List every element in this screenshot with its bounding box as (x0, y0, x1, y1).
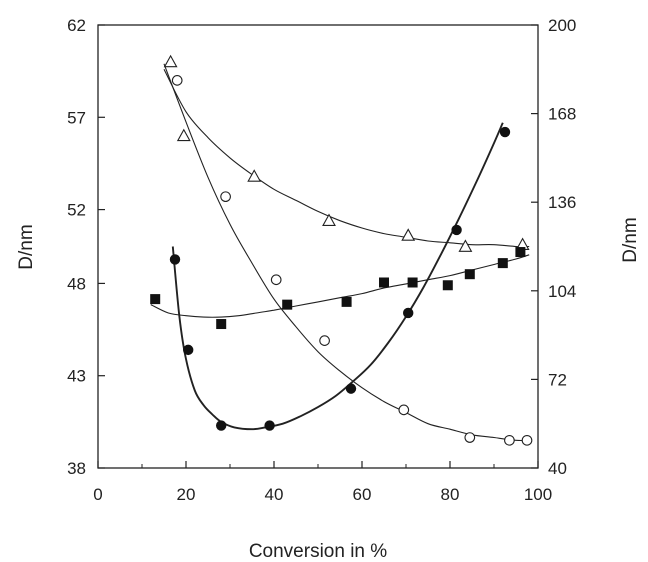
y-left-tick-label: 43 (67, 367, 86, 386)
filled-square-point (497, 258, 508, 269)
open-circle-point (504, 434, 515, 446)
y-right-tick-label: 104 (548, 282, 576, 301)
y-left-tick-label: 57 (67, 108, 86, 127)
open-triangle-fit-curve (163, 69, 530, 248)
filled-circle-point (403, 307, 414, 319)
fit-curves (150, 63, 530, 442)
filled-square-fit-curve (150, 254, 530, 318)
x-tick-label: 60 (353, 485, 372, 504)
y-right-tick-label: 72 (548, 370, 567, 389)
x-tick-label: 0 (93, 485, 102, 504)
open-triangle-point (322, 213, 336, 227)
x-tick-label: 20 (177, 485, 196, 504)
open-circle-point (319, 335, 330, 346)
open-circle-point (270, 274, 282, 286)
y-left-tick-label: 62 (67, 16, 86, 35)
filled-square-point (464, 269, 475, 280)
filled-circle-point (345, 383, 357, 394)
filled-square-point (150, 294, 161, 305)
y-left-tick-label: 38 (67, 459, 86, 478)
filled-square-point (341, 296, 352, 307)
open-triangle-point (176, 128, 191, 142)
filled-square-point (216, 319, 227, 330)
filled-square-point (407, 277, 418, 288)
filled-square-point (379, 277, 389, 288)
data-markers (150, 54, 533, 446)
open-triangle-point (163, 54, 178, 68)
x-tick-label: 40 (265, 485, 284, 504)
filled-square-point (515, 247, 526, 258)
filled-circle-point (216, 420, 227, 431)
filled-square-point (442, 280, 453, 291)
y-right-tick-label: 200 (548, 16, 576, 35)
open-circle-fit-curve (163, 63, 530, 442)
filled-circle-point (499, 126, 511, 138)
y-left-tick-label: 52 (67, 201, 86, 220)
filled-circle-point (451, 224, 462, 236)
y-right-tick-label: 40 (548, 459, 567, 478)
filled-circle-fit-curve (171, 122, 504, 431)
open-circle-point (171, 75, 183, 86)
open-triangle-point (458, 239, 473, 252)
y-right-tick-label: 168 (548, 105, 576, 124)
open-circle-point (464, 432, 476, 443)
ticks-layer: 0 20 40 60 80 100 38 43 48 52 57 62 40 72 104 136 168 200 (67, 16, 576, 504)
x-tick-label: 100 (524, 485, 552, 504)
x-axis-title: Conversion in % (249, 541, 387, 562)
y-left-tick-label: 48 (67, 274, 86, 293)
open-triangle-point (401, 228, 416, 241)
filled-circle-point (183, 344, 194, 356)
plot-frame (97, 24, 539, 469)
open-circle-point (220, 191, 231, 203)
filled-square-point (282, 299, 293, 310)
y-axis-right-title: D/nm (620, 217, 641, 262)
open-circle-point (521, 434, 533, 446)
x-tick-label: 80 (441, 485, 460, 504)
y-axis-left-title: D/nm (16, 224, 37, 269)
filled-circle-point (169, 254, 181, 265)
filled-circle-point (264, 420, 275, 431)
open-circle-point (398, 404, 410, 416)
y-right-tick-label: 136 (548, 193, 576, 212)
open-triangle-point (247, 169, 262, 182)
